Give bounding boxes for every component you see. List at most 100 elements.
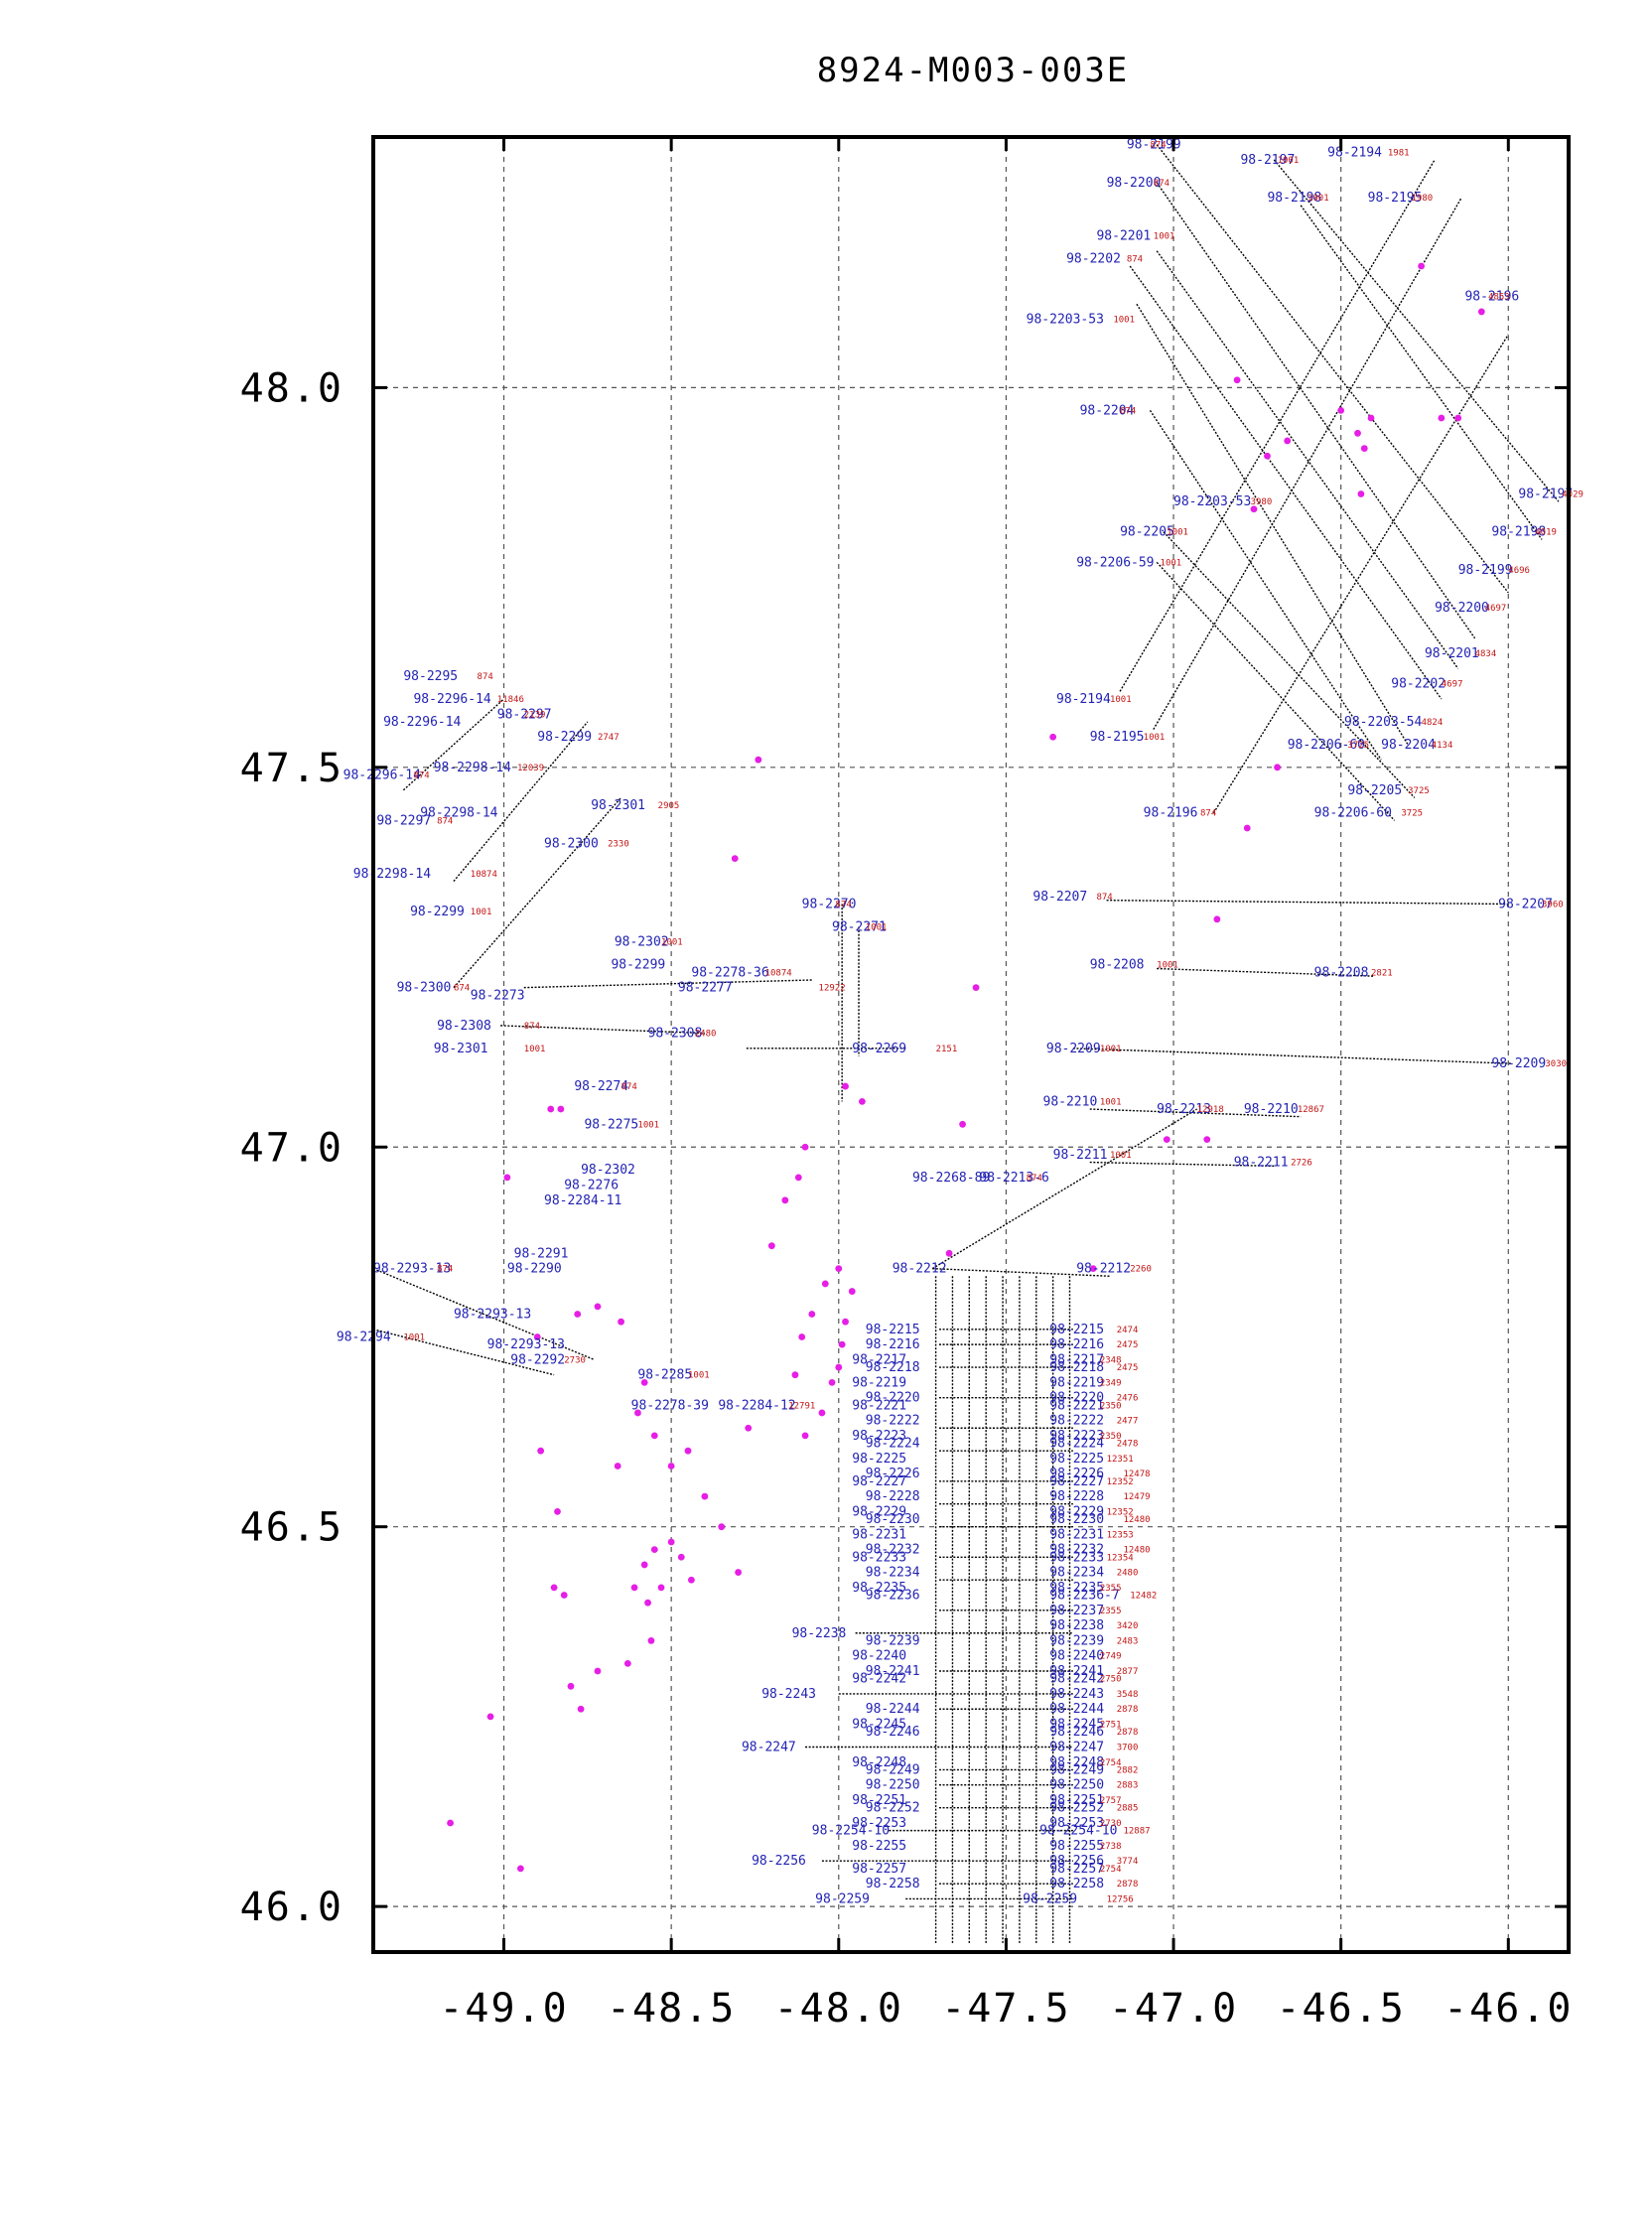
fix-label: 1001 bbox=[1161, 558, 1182, 568]
line-label: 98-2220 bbox=[1049, 1391, 1104, 1406]
track-98-2196 bbox=[1212, 334, 1509, 814]
fix-label: 2749 bbox=[1100, 1652, 1122, 1662]
line-label: 98-2296-14 bbox=[413, 692, 490, 707]
station-point bbox=[1243, 824, 1251, 832]
station-point bbox=[767, 1242, 775, 1250]
line-label: 98-2275 bbox=[584, 1117, 638, 1132]
line-label: 98-2245 bbox=[1049, 1718, 1104, 1733]
fix-label: 12480 bbox=[1123, 1546, 1150, 1556]
line-label: 98-2198 bbox=[1491, 525, 1546, 540]
fix-label: 2480 bbox=[695, 1030, 717, 1040]
fix-label: 2350 bbox=[1100, 1401, 1122, 1411]
line-label: 98-2284-11 bbox=[544, 1193, 621, 1208]
station-point bbox=[594, 1667, 602, 1675]
line-label: 98-2254-10 bbox=[812, 1824, 890, 1839]
line-label: 98-2248 bbox=[852, 1755, 906, 1770]
fix-label: 2885 bbox=[1117, 1804, 1139, 1814]
station-point bbox=[1163, 1136, 1170, 1144]
station-point bbox=[594, 1303, 602, 1311]
x-tick-label: -48.5 bbox=[607, 1986, 736, 2031]
line-label: 98-2298-14 bbox=[434, 761, 511, 775]
line-label: 98-2299 bbox=[537, 730, 592, 745]
line-label: 98-2204 bbox=[1381, 738, 1436, 753]
station-point bbox=[533, 1333, 541, 1340]
line-label: 98-2197 bbox=[1240, 153, 1295, 168]
line-label: 98-2285 bbox=[637, 1368, 692, 1383]
line-label: 98-2225 bbox=[1049, 1452, 1104, 1467]
fix-label: 874 bbox=[1200, 809, 1216, 819]
line-label: 98-2222 bbox=[1049, 1414, 1104, 1429]
station-point bbox=[828, 1378, 836, 1386]
line-label: 98-2258 bbox=[1049, 1877, 1104, 1891]
station-point bbox=[503, 1174, 511, 1182]
line-label: 98-2211 bbox=[1234, 1156, 1289, 1171]
line-label: 98-2258 bbox=[866, 1877, 920, 1891]
station-point bbox=[667, 1538, 675, 1546]
line-label: 98-2293-13 bbox=[373, 1262, 451, 1277]
station-point bbox=[516, 1865, 524, 1873]
fix-label: 3980 bbox=[1251, 497, 1273, 507]
line-label: 98-2293-13 bbox=[487, 1337, 565, 1352]
line-label: 98-2217 bbox=[1049, 1352, 1104, 1367]
axis-ticks: -49.0 -48.5 -48.0 -47.5 -47.0 -46.5 -46.0 46.0 4… bbox=[240, 137, 1572, 2031]
station-point bbox=[560, 1592, 568, 1599]
fix-label: 12353 bbox=[1107, 1530, 1134, 1540]
line-label: 98-2255 bbox=[852, 1839, 906, 1854]
fix-label: 1001 bbox=[1157, 961, 1178, 971]
fix-label: 1001 bbox=[471, 908, 492, 917]
line-label: 98-2239 bbox=[1049, 1633, 1104, 1648]
line-label: 98-2298-14 bbox=[353, 867, 431, 882]
line-label: 98-2257 bbox=[1049, 1862, 1104, 1877]
station-point bbox=[801, 1432, 809, 1440]
line-label: 98-2246 bbox=[866, 1725, 920, 1740]
line-label: 98-2308 bbox=[648, 1027, 703, 1042]
fix-label: 2726 bbox=[1291, 1159, 1312, 1169]
line-label: 98-2276 bbox=[564, 1178, 619, 1192]
fix-label: 2474 bbox=[1117, 1326, 1139, 1335]
track-98-2273 bbox=[523, 979, 812, 989]
line-label: 98-2242 bbox=[1049, 1672, 1104, 1687]
line-label: 98-2227 bbox=[852, 1474, 906, 1489]
line-label: 98-2246 bbox=[1049, 1725, 1104, 1740]
fix-label: 2878 bbox=[1117, 1728, 1139, 1738]
line-label: 98-2277 bbox=[678, 981, 733, 996]
fix-label: 2475 bbox=[1117, 1340, 1139, 1350]
y-tick-label: 47.0 bbox=[240, 1125, 344, 1171]
fix-label: 1001 bbox=[403, 1332, 425, 1342]
line-label: 98-2257 bbox=[852, 1862, 906, 1877]
fix-labels: 874 1001 1981 874 1001 1980 1001 874 4853 1001 874… bbox=[403, 141, 1583, 1905]
line-label: 98-2254-10 bbox=[1039, 1824, 1117, 1839]
line-label: 98-2269 bbox=[852, 1042, 906, 1056]
station-point bbox=[745, 1424, 753, 1432]
line-label: 98-2213 bbox=[1157, 1102, 1211, 1117]
x-tick-label: -46.5 bbox=[1276, 1986, 1405, 2031]
line-label: 98-2248 bbox=[1049, 1755, 1104, 1770]
station-point bbox=[447, 1819, 454, 1827]
line-label: 98-2225 bbox=[852, 1452, 906, 1467]
line-label: 98-2202 bbox=[1391, 677, 1446, 692]
station-point bbox=[1438, 414, 1446, 422]
line-label: 98-2221 bbox=[852, 1398, 906, 1413]
fix-label: 1001 bbox=[637, 1120, 659, 1130]
station-point bbox=[808, 1311, 816, 1318]
station-point bbox=[1337, 406, 1345, 414]
fix-label: 1001 bbox=[1113, 316, 1135, 326]
fix-label: 2882 bbox=[1117, 1765, 1139, 1775]
line-label: 98-2203-53 bbox=[1027, 313, 1104, 328]
station-point bbox=[557, 1105, 565, 1113]
station-point bbox=[781, 1196, 789, 1204]
station-point bbox=[614, 1463, 621, 1470]
station-point bbox=[618, 1318, 624, 1326]
track-98-2210 bbox=[1089, 1108, 1302, 1118]
track-98-2197 bbox=[1273, 159, 1560, 502]
line-label: 98-2229 bbox=[852, 1504, 906, 1519]
station-point bbox=[567, 1682, 575, 1690]
line-label: 98-2204 bbox=[1080, 403, 1135, 418]
station-point bbox=[644, 1599, 651, 1607]
station-point bbox=[1233, 376, 1241, 384]
fix-label: 12480 bbox=[1123, 1515, 1150, 1525]
fix-label: 2483 bbox=[1117, 1636, 1139, 1646]
fix-label: 10874 bbox=[471, 870, 497, 880]
line-label: 98-2194 bbox=[1327, 145, 1382, 160]
line-label: 98-2201 bbox=[1096, 228, 1151, 243]
